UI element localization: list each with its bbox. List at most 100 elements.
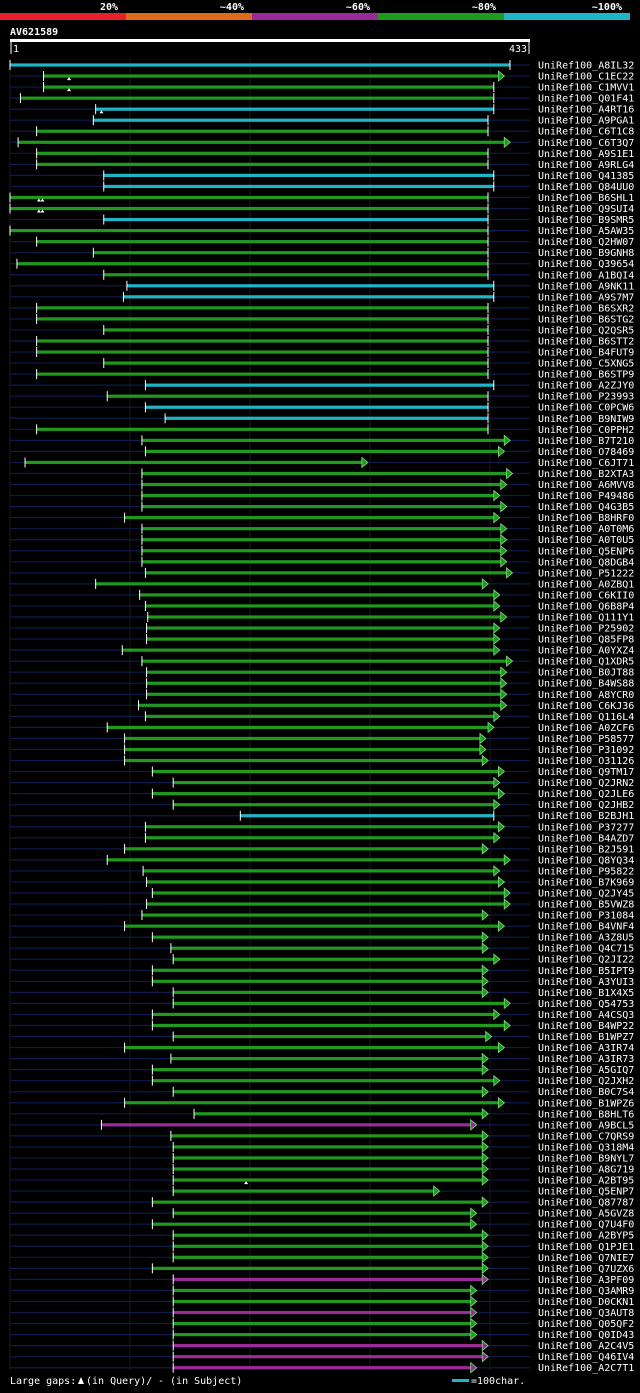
hit-bar (10, 229, 489, 233)
hit-bar (145, 825, 499, 829)
hit-bar (141, 538, 501, 542)
hit-end-arrow (481, 931, 489, 944)
hit-label: UniRef100_B2BJH1 (538, 811, 634, 822)
hit-label: UniRef100_A9BCL5 (538, 1120, 634, 1131)
hit-label: UniRef100_B6SHL1 (538, 193, 634, 204)
hit-bar (173, 1178, 483, 1182)
hit-label: UniRef100_P31084 (538, 911, 634, 922)
hit-label: UniRef100_C1EC22 (538, 72, 634, 83)
identity-legend-label: ~80% (472, 2, 496, 13)
hit-label: UniRef100_Q111Y1 (538, 613, 634, 624)
hit-label: UniRef100_Q85FP8 (538, 635, 634, 646)
hit-label: UniRef100_C6T1C8 (538, 127, 634, 138)
hit-bar (173, 1333, 471, 1337)
hit-label: UniRef100_B2J591 (538, 844, 634, 855)
hit-label: UniRef100_B0C7S4 (538, 1087, 634, 1098)
hit-bar (123, 295, 494, 299)
hit-label: UniRef100_A2C7T1 (538, 1363, 634, 1374)
hit-label: UniRef100_A6MVV8 (538, 480, 634, 491)
hit-bar (145, 383, 494, 387)
hit-end-arrow (481, 1085, 489, 1098)
hit-end-arrow (498, 920, 506, 932)
hit-label: UniRef100_Q2JY45 (538, 889, 634, 900)
hit-bar (173, 1366, 471, 1370)
hit-end-arrow (470, 1306, 478, 1319)
hit-end-arrow (481, 1240, 489, 1253)
hit-end-arrow (481, 1196, 489, 1208)
hit-label: UniRef100_Q5ENP7 (538, 1187, 634, 1198)
hit-label: UniRef100_A2BT95 (538, 1176, 634, 1187)
hit-end-arrow (498, 1041, 506, 1054)
hit-end-arrow (481, 578, 489, 590)
hit-end-arrow (506, 467, 514, 480)
hit-label: UniRef100_A9NK11 (538, 281, 634, 292)
hit-bar (36, 372, 489, 376)
hit-bar (173, 1321, 471, 1326)
hit-end-arrow (493, 589, 501, 601)
hit-bar (173, 1244, 483, 1248)
query-gap-marker (244, 1181, 249, 1185)
hit-bar (173, 1001, 505, 1005)
hit-bar (36, 240, 489, 244)
hit-end-arrow (500, 478, 508, 491)
hit-label: UniRef100_A0T0U5 (538, 535, 634, 546)
hit-end-arrow (493, 511, 501, 524)
hit-label: UniRef100_Q4G3B5 (538, 502, 634, 513)
hit-bar (107, 858, 505, 862)
hit-label: UniRef100_C1MVV1 (538, 83, 634, 94)
hit-end-arrow (500, 544, 508, 557)
hit-bar (194, 1112, 483, 1116)
hit-end-arrow (493, 1074, 501, 1087)
hit-end-arrow (481, 1262, 489, 1275)
hit-bar (152, 1012, 494, 1017)
hit-bar (173, 1156, 483, 1160)
hit-bar (173, 1189, 434, 1193)
hit-label: UniRef100_A9PGA1 (538, 116, 634, 127)
hit-end-arrow (479, 732, 487, 745)
hit-label: UniRef100_Q5ENP6 (538, 546, 634, 557)
hit-bar (107, 725, 489, 729)
hit-end-arrow (481, 1141, 489, 1153)
hit-label: UniRef100_A3Z8U5 (538, 933, 634, 944)
hit-label: UniRef100_O78469 (538, 447, 634, 458)
hit-label: UniRef100_B7T210 (538, 436, 634, 447)
hit-end-arrow (481, 942, 489, 955)
hit-label: UniRef100_C0PPH2 (538, 425, 634, 436)
hit-label: UniRef100_Q318M4 (538, 1142, 634, 1153)
hit-end-arrow (500, 555, 508, 568)
hit-end-arrow (498, 70, 506, 82)
query-gap-marker (67, 88, 72, 92)
hit-bar (141, 913, 483, 917)
hit-end-arrow (498, 765, 506, 778)
hit-end-arrow (500, 688, 508, 701)
hit-bar (173, 1145, 483, 1149)
hit-label: UniRef100_B4FUT9 (538, 348, 634, 359)
hit-end-arrow (493, 1008, 501, 1021)
hit-bar (124, 516, 494, 520)
hit-bar (173, 1034, 486, 1039)
hit-label: UniRef100_A2BYP5 (538, 1231, 634, 1242)
hit-label: UniRef100_P95822 (538, 866, 634, 877)
hit-bar (20, 96, 494, 100)
hit-bar (152, 792, 499, 796)
hit-bar (146, 692, 501, 696)
hit-end-arrow (361, 456, 369, 469)
hit-label: UniRef100_Q116L4 (538, 712, 634, 723)
hit-bar (36, 162, 489, 166)
hit-label: UniRef100_P49486 (538, 491, 634, 502)
hit-bar (103, 361, 489, 365)
hit-label: UniRef100_Q2HW07 (538, 237, 634, 248)
hit-bar (145, 405, 489, 409)
hit-bar (124, 747, 480, 752)
hit-label: UniRef100_P23993 (538, 392, 634, 403)
hit-label: UniRef100_A2ZJY0 (538, 381, 634, 392)
hit-bar (138, 703, 501, 707)
hit-bar (173, 1355, 483, 1359)
footer-scale-bar (452, 1379, 469, 1382)
hit-label: UniRef100_Q39654 (538, 259, 634, 270)
hit-end-arrow (493, 831, 501, 844)
hit-bar (10, 63, 510, 67)
hit-end-arrow (433, 1185, 441, 1197)
hit-label: UniRef100_Q3AUT8 (538, 1308, 634, 1319)
hit-end-arrow (500, 533, 508, 546)
